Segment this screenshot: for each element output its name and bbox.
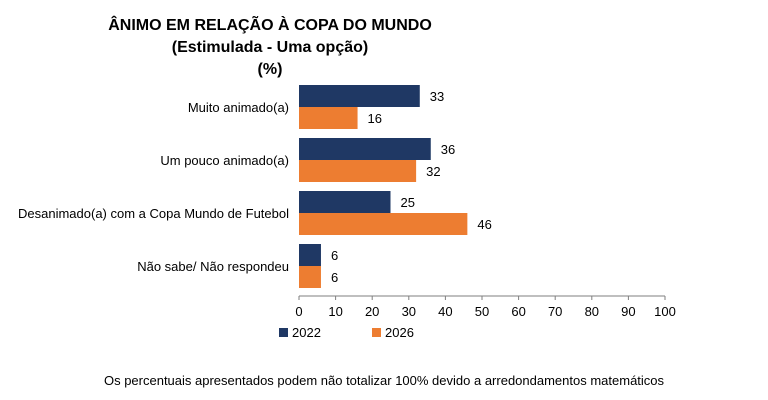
value-label-2022-4: 6 xyxy=(331,248,338,263)
category-label-3: Desanimado(a) com a Copa Mundo de Futebo… xyxy=(18,206,289,221)
x-tick-label-40: 40 xyxy=(438,304,452,319)
category-label-1: Muito animado(a) xyxy=(188,100,289,115)
bar-2022-2 xyxy=(299,138,431,160)
bar-2026-4 xyxy=(299,266,321,288)
value-label-2026-4: 6 xyxy=(331,270,338,285)
value-label-2026-1: 16 xyxy=(368,111,382,126)
bar-2022-4 xyxy=(299,244,321,266)
value-label-2026-3: 46 xyxy=(477,217,491,232)
value-label-2022-2: 36 xyxy=(441,142,455,157)
value-label-2022-1: 33 xyxy=(430,89,444,104)
x-tick-label-50: 50 xyxy=(475,304,489,319)
x-tick-label-30: 30 xyxy=(402,304,416,319)
x-tick-label-100: 100 xyxy=(654,304,676,319)
bar-2026-1 xyxy=(299,107,358,129)
bar-2022-1 xyxy=(299,85,420,107)
chart-title: ÂNIMO EM RELAÇÃO À COPA DO MUNDO xyxy=(108,17,432,34)
x-tick-label-20: 20 xyxy=(365,304,379,319)
legend-swatch-2026 xyxy=(372,328,381,337)
footnote: Os percentuais apresentados podem não to… xyxy=(103,373,665,388)
x-tick-label-70: 70 xyxy=(548,304,562,319)
legend-swatch-2022 xyxy=(279,328,288,337)
chart-unit-label: (%) xyxy=(257,61,283,78)
bar-2022-3 xyxy=(299,191,391,213)
value-label-2026-2: 32 xyxy=(426,164,440,179)
x-tick-label-0: 0 xyxy=(295,304,302,319)
legend-label-2022: 2022 xyxy=(292,325,321,340)
x-tick-label-60: 60 xyxy=(511,304,525,319)
category-label-4: Não sabe/ Não respondeu xyxy=(137,259,289,274)
bar-2026-2 xyxy=(299,160,417,182)
bar-2026-3 xyxy=(299,213,468,235)
value-label-2022-3: 25 xyxy=(401,195,415,210)
category-label-2: Um pouco animado(a) xyxy=(160,153,289,168)
chart-subtitle: (Estimulada - Uma opção) xyxy=(171,39,369,56)
legend-label-2026: 2026 xyxy=(385,325,414,340)
x-tick-label-10: 10 xyxy=(328,304,342,319)
x-tick-label-80: 80 xyxy=(585,304,599,319)
x-tick-label-90: 90 xyxy=(621,304,635,319)
